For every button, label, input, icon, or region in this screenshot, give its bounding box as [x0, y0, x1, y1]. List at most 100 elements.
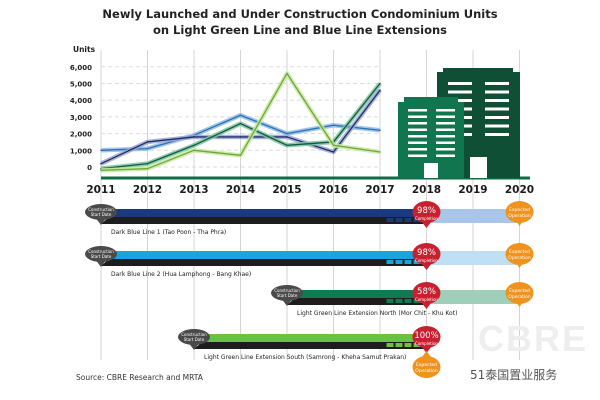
timeline-1: Dark Blue Line 1 (Tao Poon - Tha Phra) Co… — [85, 201, 534, 236]
building-window — [408, 122, 427, 125]
building-window — [436, 148, 455, 151]
timeline-dash — [386, 218, 394, 222]
completion-percent: 98% — [417, 206, 436, 216]
y-tick-label: 1,000 — [70, 147, 92, 155]
x-tick-label: 2016 — [319, 184, 348, 196]
timeline-dash — [404, 218, 412, 222]
building-window — [448, 82, 472, 85]
timeline-dash — [395, 260, 403, 264]
y-tick-label: 0 — [87, 164, 92, 172]
start-badge — [178, 329, 210, 345]
x-tick-label: 2012 — [133, 184, 162, 196]
start-badge-text: Start Date — [91, 212, 112, 217]
expected-badge — [505, 201, 534, 223]
x-tick-label: 2017 — [365, 184, 394, 196]
start-badge — [85, 204, 117, 220]
start-badge-text: Construction — [274, 288, 300, 293]
series-point — [332, 124, 335, 127]
expected-label: Operation — [508, 294, 531, 300]
building-window — [408, 141, 427, 144]
series-point — [100, 162, 102, 165]
building-window — [448, 90, 472, 94]
timeline-label: Light Green Line Extension South (Samron… — [204, 354, 406, 361]
completion-badge — [412, 201, 441, 223]
timeline-label: Light Green Line Extension North (Mor Ch… — [297, 310, 457, 317]
timeline-base-bar — [101, 259, 427, 266]
building-window — [408, 109, 427, 112]
building-window — [436, 122, 455, 125]
start-badge — [271, 285, 303, 301]
start-badge — [85, 246, 117, 262]
series-point — [100, 169, 102, 172]
series-point — [379, 129, 381, 132]
series-point — [146, 147, 149, 150]
building-window — [485, 124, 509, 128]
y-axis-label: Units — [73, 45, 96, 54]
timeline-dash — [395, 299, 403, 303]
expected-label: Expected — [509, 249, 530, 255]
building-window — [436, 141, 455, 144]
series-point — [286, 144, 288, 147]
building-door — [424, 163, 438, 178]
building-back-roof — [443, 68, 513, 74]
y-tick-label: 6,000 — [70, 64, 92, 72]
timeline-dash — [404, 299, 412, 303]
title-line-2: on Light Green Line and Blue Line Extens… — [152, 23, 448, 37]
building-door — [470, 157, 487, 178]
timeline-base-bar — [101, 217, 427, 224]
completion-badge — [412, 282, 441, 304]
series-point — [379, 151, 381, 153]
completion-label: Completion — [415, 216, 438, 221]
chart-title: Newly Launched and Under Construction Co… — [0, 6, 600, 38]
expected-label: Expected — [509, 288, 530, 294]
building-window — [408, 154, 427, 157]
series-point — [379, 82, 381, 85]
timeline-label: Dark Blue Line 2 (Hua Lamphong - Bang Kh… — [111, 271, 251, 278]
completion-badge — [412, 243, 441, 265]
y-tick-label: 4,000 — [70, 97, 92, 105]
building-window — [408, 148, 427, 151]
expected-label: Expected — [509, 207, 530, 213]
timeline-progress-bar — [198, 334, 427, 342]
series-point — [146, 141, 149, 143]
timeline-dash — [386, 299, 394, 303]
expected-label: Operation — [415, 368, 438, 374]
start-badge-text: Construction — [88, 207, 114, 212]
timeline-3: Light Green Line Extension North (Mor Ch… — [271, 282, 534, 317]
series-point — [100, 149, 102, 152]
x-tick-label: 2020 — [505, 184, 534, 196]
start-badge-text: Start Date — [277, 293, 298, 298]
source-note: Source: CBRE Research and MRTA — [76, 373, 203, 382]
completion-badge — [412, 326, 441, 348]
expected-label: Operation — [508, 213, 531, 219]
completion-percent: 98% — [417, 248, 436, 258]
building-window — [448, 99, 472, 102]
y-tick-label: 2,000 — [70, 131, 92, 139]
expected-badge — [505, 243, 534, 265]
expected-badge — [412, 356, 441, 378]
start-badge-text: Construction — [181, 332, 207, 337]
timeline-progress-bar — [105, 251, 427, 259]
expected-label: Operation — [508, 255, 531, 261]
building-window — [436, 135, 455, 138]
building-window — [485, 90, 509, 94]
x-tick-label: 2011 — [86, 184, 115, 196]
series-point — [193, 136, 195, 138]
series-point — [193, 149, 195, 152]
building-front-roof — [404, 97, 458, 103]
building-window — [436, 154, 455, 157]
timeline-future-band — [426, 290, 520, 304]
series-point — [286, 72, 288, 75]
completion-percent: 100% — [414, 331, 438, 341]
x-tick-label: 2018 — [412, 184, 441, 196]
timeline-label: Dark Blue Line 1 (Tao Poon - Tha Phra) — [111, 229, 226, 236]
building-window — [485, 82, 509, 85]
title-line-1: Newly Launched and Under Construction Co… — [102, 7, 498, 21]
series-point — [239, 122, 242, 125]
building-window — [436, 128, 455, 131]
building-window — [485, 107, 509, 111]
start-badge-text: Start Date — [91, 254, 112, 259]
timeline-future-band — [426, 209, 520, 223]
building-window — [408, 115, 427, 118]
